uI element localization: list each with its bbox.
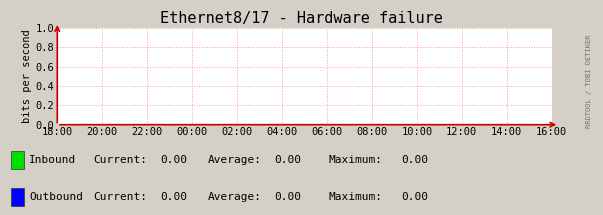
Text: Ethernet8/17 - Hardware failure: Ethernet8/17 - Hardware failure — [160, 11, 443, 26]
Text: RRDTOOL / TOBI OETIKER: RRDTOOL / TOBI OETIKER — [586, 35, 592, 128]
Text: 0.00: 0.00 — [401, 192, 428, 202]
Y-axis label: bits per second: bits per second — [22, 29, 31, 123]
Text: Maximum:: Maximum: — [329, 192, 383, 202]
Text: Current:: Current: — [93, 192, 148, 202]
Text: Maximum:: Maximum: — [329, 155, 383, 165]
Text: 0.00: 0.00 — [274, 192, 302, 202]
Text: 0.00: 0.00 — [401, 155, 428, 165]
Text: Inbound: Inbound — [29, 155, 76, 165]
Text: 0.00: 0.00 — [160, 192, 187, 202]
Text: Average:: Average: — [208, 192, 262, 202]
Text: Current:: Current: — [93, 155, 148, 165]
Text: Outbound: Outbound — [29, 192, 83, 202]
Text: Average:: Average: — [208, 155, 262, 165]
Text: 0.00: 0.00 — [160, 155, 187, 165]
Text: 0.00: 0.00 — [274, 155, 302, 165]
